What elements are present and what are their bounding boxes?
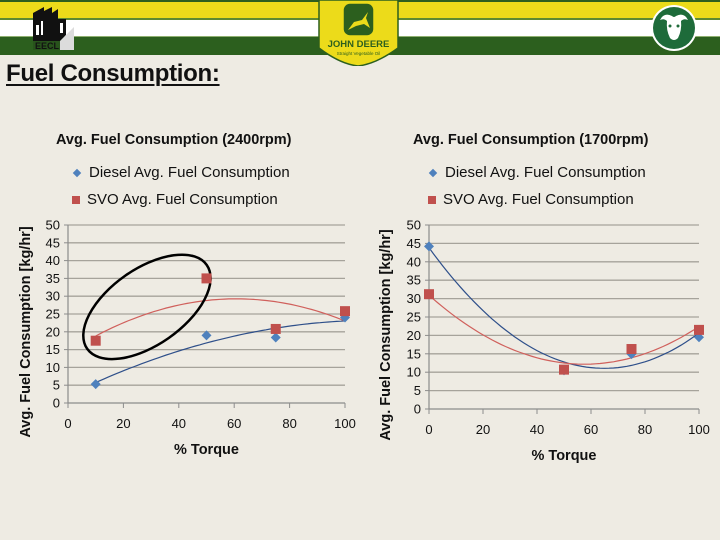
y-tick-label: 15 [407,346,421,361]
y-tick-label: 0 [53,396,60,411]
square-marker-icon [72,195,80,204]
x-tick-label: 0 [425,422,432,437]
y-tick-label: 0 [414,402,421,417]
y-tick-label: 20 [407,328,421,343]
chart-2-legend: Diesel Avg. Fuel Consumption SVO Avg. Fu… [428,159,646,213]
eecl-text: EECL [35,41,60,50]
y-tick-label: 10 [407,365,421,380]
trendline-svo [428,294,700,365]
chart-2-legend-diesel: Diesel Avg. Fuel Consumption [428,159,646,186]
john-deere-text: JOHN DEERE [328,39,390,50]
x-tick-label: 20 [116,416,130,431]
john-deere-logo: JOHN DEERE Straight Vegetable Oil [318,0,399,66]
data-point-svo [694,324,704,335]
data-point-diesel [90,379,101,390]
legend-label: SVO Avg. Fuel Consumption [87,191,278,208]
data-point-diesel [424,241,434,252]
x-tick-label: 40 [172,416,186,431]
trendline-diesel [428,247,700,369]
data-point-svo [270,323,281,334]
square-marker-icon [428,195,436,204]
x-tick-label: 60 [227,416,241,431]
x-tick-label: 100 [688,422,710,437]
trendline-svo [95,298,346,337]
data-point-svo [340,306,350,317]
chart-1-legend-svo: SVO Avg. Fuel Consumption [72,186,290,213]
y-tick-label: 50 [407,218,421,233]
y-axis-label: Avg. Fuel Consumption [kg/hr] [378,229,394,440]
y-tick-label: 30 [46,289,60,304]
x-tick-label: 80 [638,422,652,437]
data-point-diesel [270,332,281,343]
data-point-diesel [201,330,212,341]
annotation-ellipse [82,253,212,361]
chart-1-legend: Diesel Avg. Fuel Consumption SVO Avg. Fu… [72,159,290,213]
chart-1-title: Avg. Fuel Consumption (2400rpm) [56,132,292,148]
y-tick-label: 15 [46,342,60,357]
y-tick-label: 25 [407,310,421,325]
y-tick-label: 40 [407,254,421,269]
y-tick-label: 5 [53,378,60,393]
y-tick-label: 25 [46,307,60,322]
y-tick-label: 50 [46,218,60,233]
x-axis-label: % Torque [174,442,239,458]
y-tick-label: 10 [46,360,60,375]
x-tick-label: 100 [334,416,356,431]
x-tick-label: 60 [584,422,598,437]
x-tick-label: 40 [530,422,544,437]
trendline-diesel [95,320,346,384]
y-tick-label: 30 [407,291,421,306]
csu-ram-logo [651,5,697,51]
data-point-svo [626,344,637,355]
legend-label: Diesel Avg. Fuel Consumption [445,164,646,181]
y-tick-label: 5 [414,383,421,398]
eecl-logo: EECL [33,7,74,50]
legend-label: Diesel Avg. Fuel Consumption [89,164,290,181]
deer-icon [348,12,370,30]
chart-2-title: Avg. Fuel Consumption (1700rpm) [413,132,649,148]
x-tick-label: 80 [282,416,296,431]
y-tick-label: 35 [46,271,60,286]
y-tick-label: 45 [407,236,421,251]
data-point-svo [559,364,569,375]
data-point-svo [90,335,101,346]
x-tick-label: 0 [64,416,71,431]
y-tick-label: 35 [407,273,421,288]
x-tick-label: 20 [476,422,490,437]
y-tick-label: 45 [46,235,60,250]
y-tick-label: 40 [46,253,60,268]
data-point-svo [424,289,434,300]
svo-text: Straight Vegetable Oil [337,51,381,56]
y-axis-label: Avg. Fuel Consumption [kg/hr] [18,226,34,437]
chart-1-legend-diesel: Diesel Avg. Fuel Consumption [72,159,290,186]
y-tick-label: 20 [46,324,60,339]
data-point-svo [201,273,212,284]
page-title: Fuel Consumption: [6,60,220,87]
chart-2-legend-svo: SVO Avg. Fuel Consumption [428,186,646,213]
x-axis-label: % Torque [532,448,597,464]
legend-label: SVO Avg. Fuel Consumption [443,191,634,208]
